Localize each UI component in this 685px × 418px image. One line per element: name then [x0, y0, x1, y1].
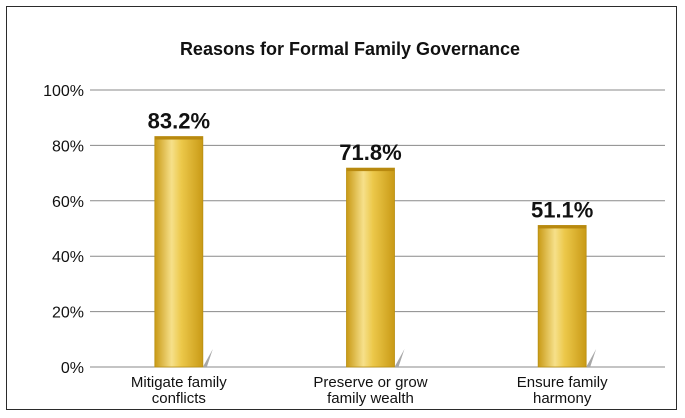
y-tick-label: 20%	[52, 305, 84, 322]
bar-cap	[538, 225, 587, 229]
data-label: 51.1%	[531, 197, 593, 222]
bar	[537, 225, 587, 368]
bar-cap	[346, 168, 395, 172]
x-tick-label: Ensure family	[517, 374, 608, 391]
bar-shadow	[202, 349, 213, 367]
y-tick-label: 80%	[52, 138, 84, 155]
x-tick-label: Preserve or grow	[313, 374, 427, 391]
chart-title: Reasons for Formal Family Governance	[180, 39, 520, 59]
bar-shadow	[394, 349, 405, 367]
bar-cap	[154, 136, 203, 140]
y-tick-label: 40%	[52, 249, 84, 266]
bar	[154, 136, 204, 368]
y-tick-label: 100%	[43, 83, 84, 100]
data-label: 83.2%	[148, 109, 210, 134]
y-tick-label: 60%	[52, 194, 84, 211]
data-label: 71.8%	[339, 140, 401, 165]
bar	[346, 167, 395, 368]
x-tick-label: conflicts	[152, 390, 206, 407]
y-tick-label: 0%	[61, 360, 84, 377]
x-tick-label: Mitigate family	[131, 374, 227, 391]
x-tick-label: harmony	[533, 390, 592, 407]
x-tick-label: family wealth	[327, 390, 414, 407]
bar-shadow	[586, 349, 597, 367]
